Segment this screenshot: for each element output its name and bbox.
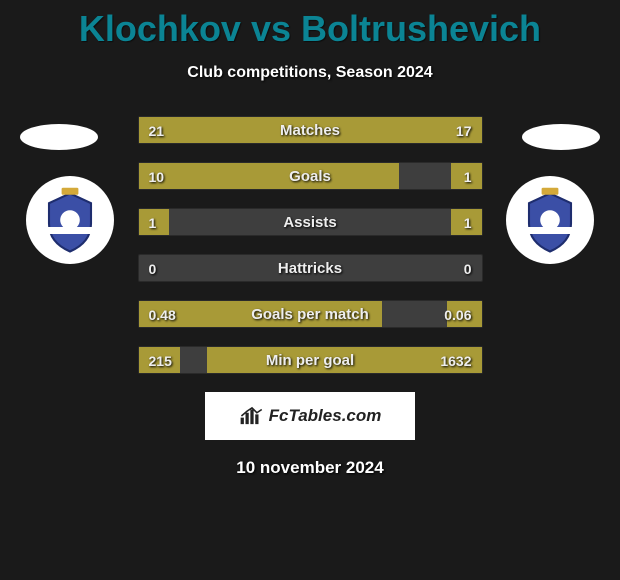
stat-row: Goals per match0.48 0.06 <box>138 300 483 328</box>
stat-row: Assists1 1 <box>138 208 483 236</box>
stat-value-left: 1 <box>149 209 157 237</box>
player-right-crest <box>506 176 594 264</box>
stat-value-right: 1 <box>464 163 472 191</box>
player-right-flag <box>522 124 600 150</box>
stat-label: Assists <box>139 209 482 237</box>
player-left-flag <box>20 124 98 150</box>
stat-value-right: 1632 <box>440 347 471 375</box>
brand-badge: FcTables.com <box>205 392 415 440</box>
stat-label: Goals per match <box>139 301 482 329</box>
stat-label: Min per goal <box>139 347 482 375</box>
brand-text: FcTables.com <box>269 406 382 426</box>
stat-value-right: 17 <box>456 117 472 145</box>
stat-value-left: 21 <box>149 117 165 145</box>
comparison-bars: Matches2117Goals101Assists11Hattricks00G… <box>138 116 483 374</box>
stat-label: Goals <box>139 163 482 191</box>
shield-icon <box>35 185 105 255</box>
stat-value-left: 0.48 <box>149 301 176 329</box>
subtitle: Club competitions, Season 2024 <box>0 64 620 82</box>
stat-row: Matches21 17 <box>138 116 483 144</box>
stat-label: Matches <box>139 117 482 145</box>
stat-value-left: 215 <box>149 347 172 375</box>
shield-icon <box>515 185 585 255</box>
stat-value-left: 0 <box>149 255 157 283</box>
stat-value-left: 10 <box>149 163 165 191</box>
bar-chart-icon <box>239 406 265 426</box>
stat-value-right: 1 <box>464 209 472 237</box>
stat-row: Goals10 1 <box>138 162 483 190</box>
date-label: 10 november 2024 <box>0 458 620 478</box>
stat-value-right: 0 <box>464 255 472 283</box>
stat-label: Hattricks <box>139 255 482 283</box>
player-left-crest <box>26 176 114 264</box>
stat-value-right: 0.06 <box>444 301 471 329</box>
stat-row: Hattricks0 0 <box>138 254 483 282</box>
page-title: Klochkov vs Boltrushevich <box>0 0 620 50</box>
stat-row: Min per goal215 1632 <box>138 346 483 374</box>
